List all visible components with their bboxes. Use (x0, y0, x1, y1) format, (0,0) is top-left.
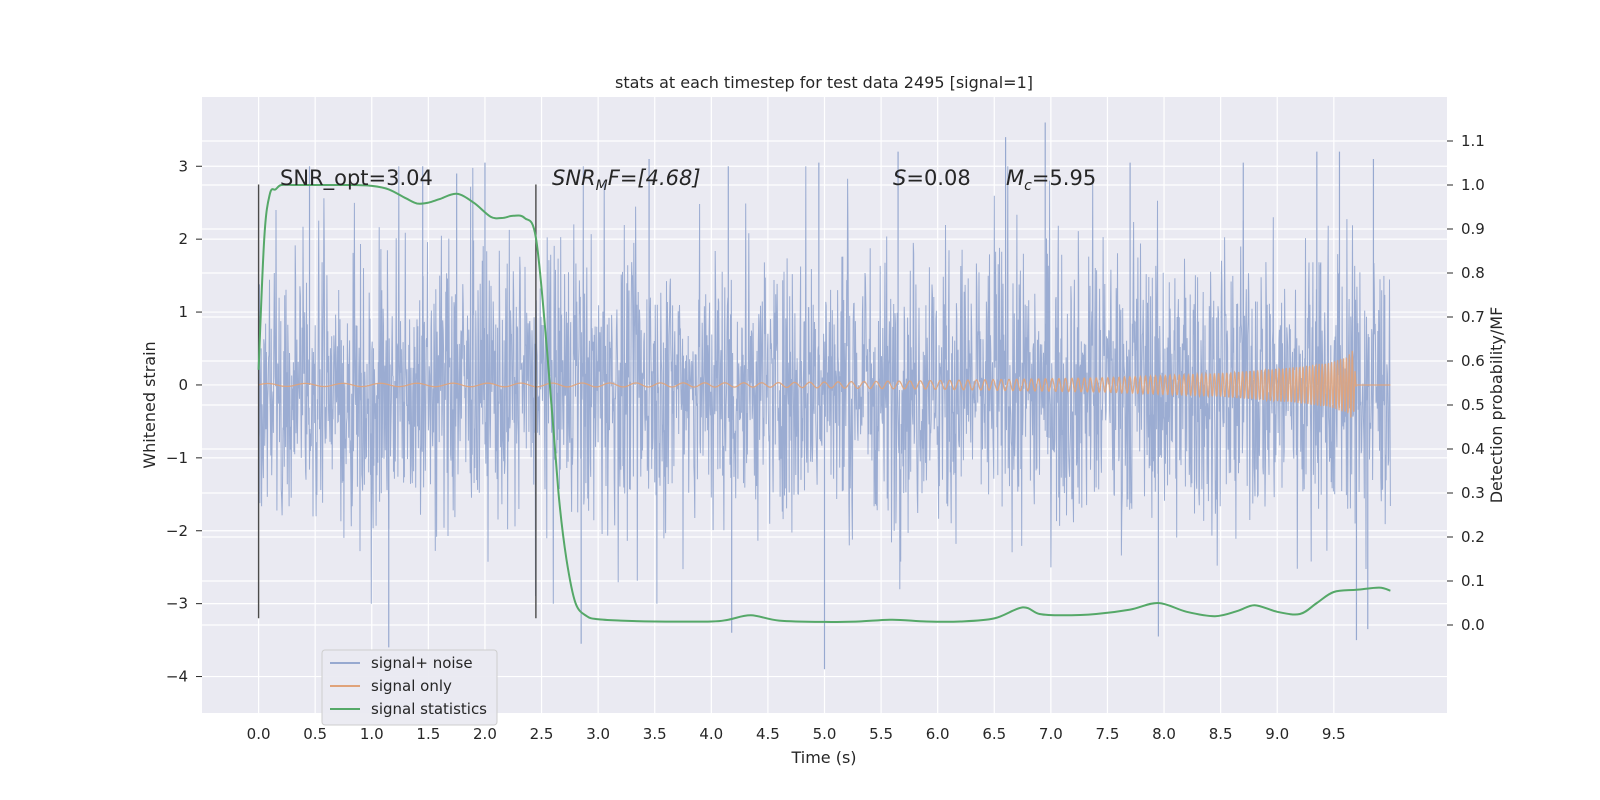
x-tick-label: 7.0 (1039, 725, 1063, 743)
annotation-s: S=0.08 (893, 166, 971, 190)
y-right-tick-label: 0.1 (1461, 572, 1485, 590)
x-tick-label: 1.5 (416, 725, 440, 743)
y-left-tick-label: 1 (178, 303, 188, 321)
x-tick-label: 9.5 (1322, 725, 1346, 743)
legend-label-signal-statistics: signal statistics (371, 700, 487, 718)
y-right-axis-ticks: 1.1 1.0 0.9 0.8 0.7 0.6 0.5 0.4 0.3 0.2 0.1 0.0 (1447, 132, 1485, 634)
y-right-tick-label: 0.5 (1461, 396, 1485, 414)
x-tick-label: 4.0 (699, 725, 723, 743)
y-left-tick-label: 0 (178, 376, 188, 394)
y-left-tick-label: −4 (166, 668, 188, 686)
legend: signal+ noise signal only signal statist… (321, 649, 498, 726)
y-right-tick-label: 0.2 (1461, 528, 1485, 546)
x-axis-ticks: 0.0 0.5 1.0 1.5 2.0 2.5 3.0 3.5 4.0 4.5 5.0 5.5 6.0 6… (247, 725, 1346, 743)
y-right-tick-label: 1.1 (1461, 132, 1485, 150)
x-tick-label: 3.5 (643, 725, 667, 743)
x-tick-label: 1.0 (360, 725, 384, 743)
x-axis-label: Time (s) (790, 748, 856, 767)
x-tick-label: 7.5 (1096, 725, 1120, 743)
x-tick-label: 8.5 (1209, 725, 1233, 743)
legend-box (321, 649, 498, 726)
y-right-tick-label: 1.0 (1461, 176, 1485, 194)
legend-label-signal-only: signal only (371, 677, 452, 695)
x-tick-label: 5.0 (813, 725, 837, 743)
y-right-tick-label: 0.7 (1461, 308, 1485, 326)
series-line-signal-only (258, 350, 1391, 418)
y-right-tick-label: 0.0 (1461, 616, 1485, 634)
x-tick-label: 3.0 (586, 725, 610, 743)
y-right-tick-label: 0.6 (1461, 352, 1485, 370)
y-left-tick-label: −2 (166, 522, 188, 540)
y-left-tick-label: −1 (166, 449, 188, 467)
x-tick-label: 8.0 (1152, 725, 1176, 743)
y-right-tick-label: 0.9 (1461, 220, 1485, 238)
y-left-axis-label: Whitened strain (140, 341, 159, 468)
x-tick-label: 5.5 (869, 725, 893, 743)
x-tick-label: 6.5 (982, 725, 1006, 743)
series-signal-noise (258, 122, 1391, 670)
y-right-tick-label: 0.3 (1461, 484, 1485, 502)
x-tick-label: 2.0 (473, 725, 497, 743)
x-tick-label: 4.5 (756, 725, 780, 743)
x-tick-label: 0.5 (303, 725, 327, 743)
y-left-tick-label: 3 (178, 157, 188, 175)
x-tick-label: 2.5 (530, 725, 554, 743)
series-signal-statistics (257, 183, 1391, 623)
chart-title: stats at each timestep for test data 249… (615, 73, 1033, 92)
series-line-signal-statistics (257, 183, 1391, 623)
annotation-mc: Mc=5.95 (1006, 166, 1096, 194)
y-right-tick-label: 0.8 (1461, 264, 1485, 282)
x-tick-label: 0.0 (247, 725, 271, 743)
legend-label-signal-noise: signal+ noise (371, 654, 473, 672)
y-left-axis-ticks: 3 2 1 0 −1 −2 −3 −4 (166, 157, 202, 686)
annotation-snr-mf: SNRMF=[4.68] (552, 166, 701, 194)
y-left-tick-label: 2 (178, 230, 188, 248)
x-tick-label: 6.0 (926, 725, 950, 743)
x-tick-label: 9.0 (1265, 725, 1289, 743)
vertical-markers (257, 184, 537, 619)
y-right-axis-label: Detection probability/MF (1487, 307, 1506, 504)
annotation-snr-opt: SNR_opt=3.04 (280, 166, 433, 191)
y-left-tick-label: −3 (166, 595, 188, 613)
series-signal-only (258, 350, 1391, 418)
y-right-tick-label: 0.4 (1461, 440, 1485, 458)
